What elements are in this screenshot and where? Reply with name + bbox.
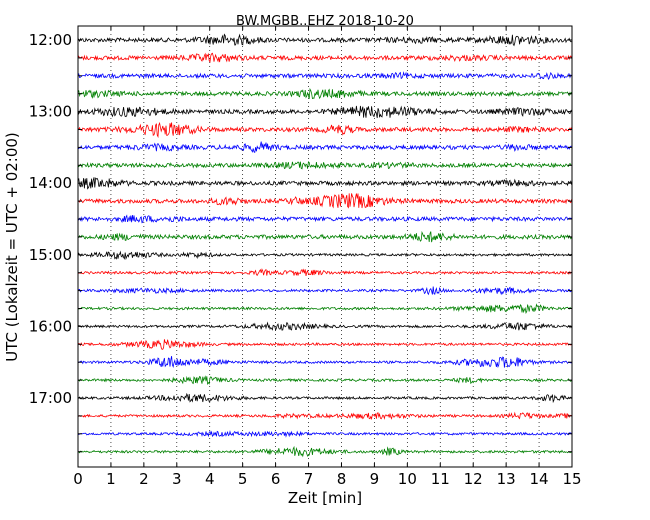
trace-1730 — [77, 430, 572, 438]
x-tick-label: 13 — [497, 470, 516, 488]
x-tick-label: 10 — [398, 470, 417, 488]
trace-1700 — [77, 392, 572, 404]
trace-1330 — [77, 141, 572, 154]
trace-1230 — [77, 71, 572, 80]
trace-1200 — [77, 33, 572, 47]
y-tick-label: 16:00 — [29, 317, 72, 335]
trace-1715 — [77, 411, 572, 421]
trace-1415 — [77, 193, 572, 209]
y-tick-label: 14:00 — [29, 174, 72, 192]
trace-1745 — [77, 445, 572, 458]
y-tick-label: 17:00 — [29, 389, 72, 407]
x-tick-label: 8 — [337, 470, 347, 488]
trace-1630 — [77, 356, 572, 369]
seismogram-traces — [77, 33, 572, 458]
x-tick-label: 2 — [139, 470, 149, 488]
x-tick-label: 1 — [106, 470, 116, 488]
x-axis-label: Zeit [min] — [288, 489, 362, 507]
x-tick-label: 0 — [73, 470, 83, 488]
y-tick-label: 15:00 — [29, 246, 72, 264]
trace-1400 — [77, 177, 572, 190]
x-tick-label: 6 — [271, 470, 281, 488]
axis-ticks — [77, 26, 573, 467]
trace-1545 — [77, 303, 572, 314]
trace-1345 — [77, 161, 572, 170]
x-tick-label: 11 — [431, 470, 450, 488]
x-tick-label: 5 — [238, 470, 248, 488]
trace-1430 — [77, 214, 572, 224]
trace-1300 — [77, 105, 572, 119]
trace-1615 — [77, 339, 572, 350]
y-axis-label: UTC (Lokalzeit = UTC + 02:00) — [3, 132, 21, 362]
trace-1645 — [77, 375, 572, 386]
x-tick-labels: 0 1 2 3 4 5 6 7 8 9 10 11 12 13 14 15 — [73, 470, 581, 488]
chart-title: BW.MGBB..EHZ 2018-10-20 — [236, 14, 414, 29]
x-tick-label: 7 — [304, 470, 314, 488]
trace-1245 — [77, 87, 572, 100]
x-tick-label: 3 — [172, 470, 182, 488]
x-tick-label: 9 — [370, 470, 380, 488]
trace-1500 — [77, 250, 572, 261]
trace-1215 — [77, 52, 572, 64]
y-tick-label: 12:00 — [29, 31, 72, 49]
y-tick-label: 13:00 — [29, 103, 72, 121]
trace-1445 — [77, 230, 572, 243]
y-tick-labels: 12:00 13:00 14:00 15:00 16:00 17:00 — [29, 31, 72, 407]
x-tick-label: 4 — [205, 470, 215, 488]
x-tick-label: 12 — [464, 470, 483, 488]
x-tick-label: 15 — [562, 470, 581, 488]
x-tick-label: 14 — [530, 470, 549, 488]
grid-lines — [110, 26, 540, 467]
plot-frame — [77, 25, 573, 468]
trace-1600 — [77, 321, 572, 332]
trace-1315 — [77, 121, 572, 139]
trace-1530 — [77, 286, 572, 296]
trace-1515 — [77, 268, 572, 277]
